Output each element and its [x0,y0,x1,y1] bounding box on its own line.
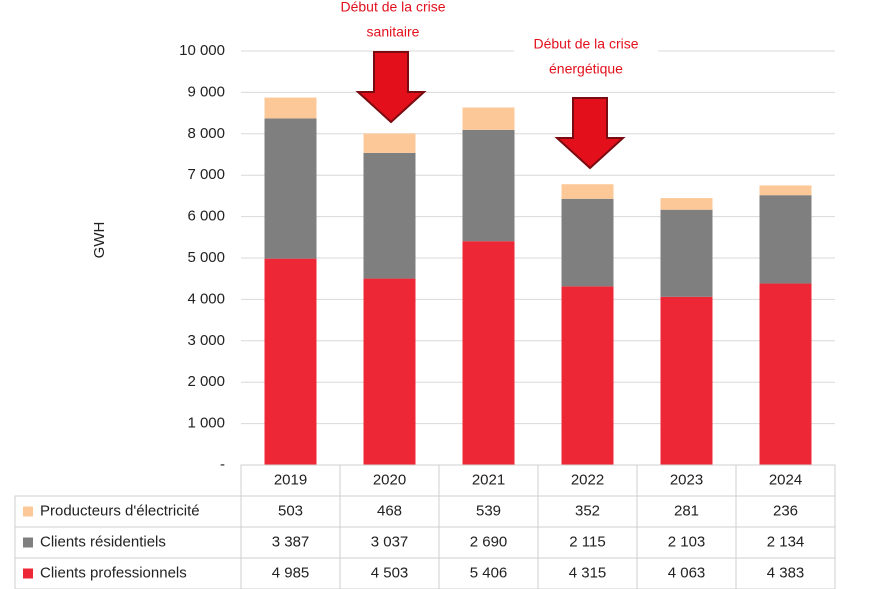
bar-segment [759,195,812,284]
bar-segment [462,241,515,465]
table-value: 2 690 [470,533,508,550]
table-value: 3 387 [272,533,310,550]
bar-segment [660,198,713,210]
bar-segment [759,283,812,465]
table-value: 352 [575,502,600,519]
bar-segment [561,184,614,199]
annotation-arrow [554,97,626,170]
bar-segment [561,198,614,287]
bar-segment [462,107,515,130]
x-tick-label: 2021 [472,471,505,488]
bar-segment [264,118,317,259]
bar-segment [264,258,317,465]
x-tick-label: 2023 [670,471,703,488]
table-value: 4 063 [668,564,706,581]
y-tick-label: 10 000 [179,42,225,59]
table-cell [735,557,836,589]
bar-segment [363,133,416,153]
table-value: 2 115 [569,533,605,550]
annotation-arrow [355,51,427,124]
annotation-text: sanitaire [367,24,420,40]
grid [241,50,835,425]
y-tick-label: 8 000 [187,125,225,142]
table-value: 4 985 [272,564,310,581]
y-tick-label: 5 000 [187,249,225,266]
y-tick-label: - [220,456,225,473]
table-value: 539 [476,502,501,519]
x-tick-label: 2020 [373,471,406,488]
bar-segment [660,296,713,465]
y-tick-label: 1 000 [187,415,225,432]
table-value: 3 037 [371,533,409,550]
y-tick-label: 4 000 [187,290,225,307]
y-tick-label: 3 000 [187,332,225,349]
bar-segment [363,278,416,465]
legend-label: Producteurs d'électricité [40,502,200,519]
table-value: 4 383 [767,564,805,581]
annotation-bg [514,33,658,83]
legend-swatch [23,568,33,579]
bar-segment [462,129,515,242]
legend-label: Clients résidentiels [40,533,166,550]
x-tick-label: 2019 [274,471,307,488]
bar-segment [759,185,812,196]
y-tick-label: 2 000 [187,373,225,390]
legend-label: Clients professionnels [40,564,187,581]
annotation-text: énergétique [549,61,623,77]
table-value: 4 315 [569,564,607,581]
y-tick-label: 7 000 [187,166,225,183]
x-tick-label: 2022 [571,471,604,488]
table-value: 5 406 [470,564,508,581]
annotation-text: Début de la crise [340,0,445,15]
bar-segment [264,97,317,119]
table-value: 468 [377,502,402,519]
legend-swatch [23,506,33,517]
bar-segment [363,152,416,279]
bar-segment [660,209,713,297]
table-value: 2 134 [767,533,805,550]
legend-swatch [23,537,33,548]
table-value: 236 [773,502,798,519]
table-value: 281 [674,502,699,519]
table-value: 2 103 [668,533,706,550]
y-axis-label: GWH [91,222,108,259]
y-tick-label: 6 000 [187,208,225,225]
x-tick-label: 2024 [769,471,802,488]
y-tick-label: 9 000 [187,83,225,100]
table-value: 503 [278,502,303,519]
table-value: 4 503 [371,564,409,581]
bar-segment [561,286,614,465]
annotation-text: Début de la crise [533,36,638,52]
